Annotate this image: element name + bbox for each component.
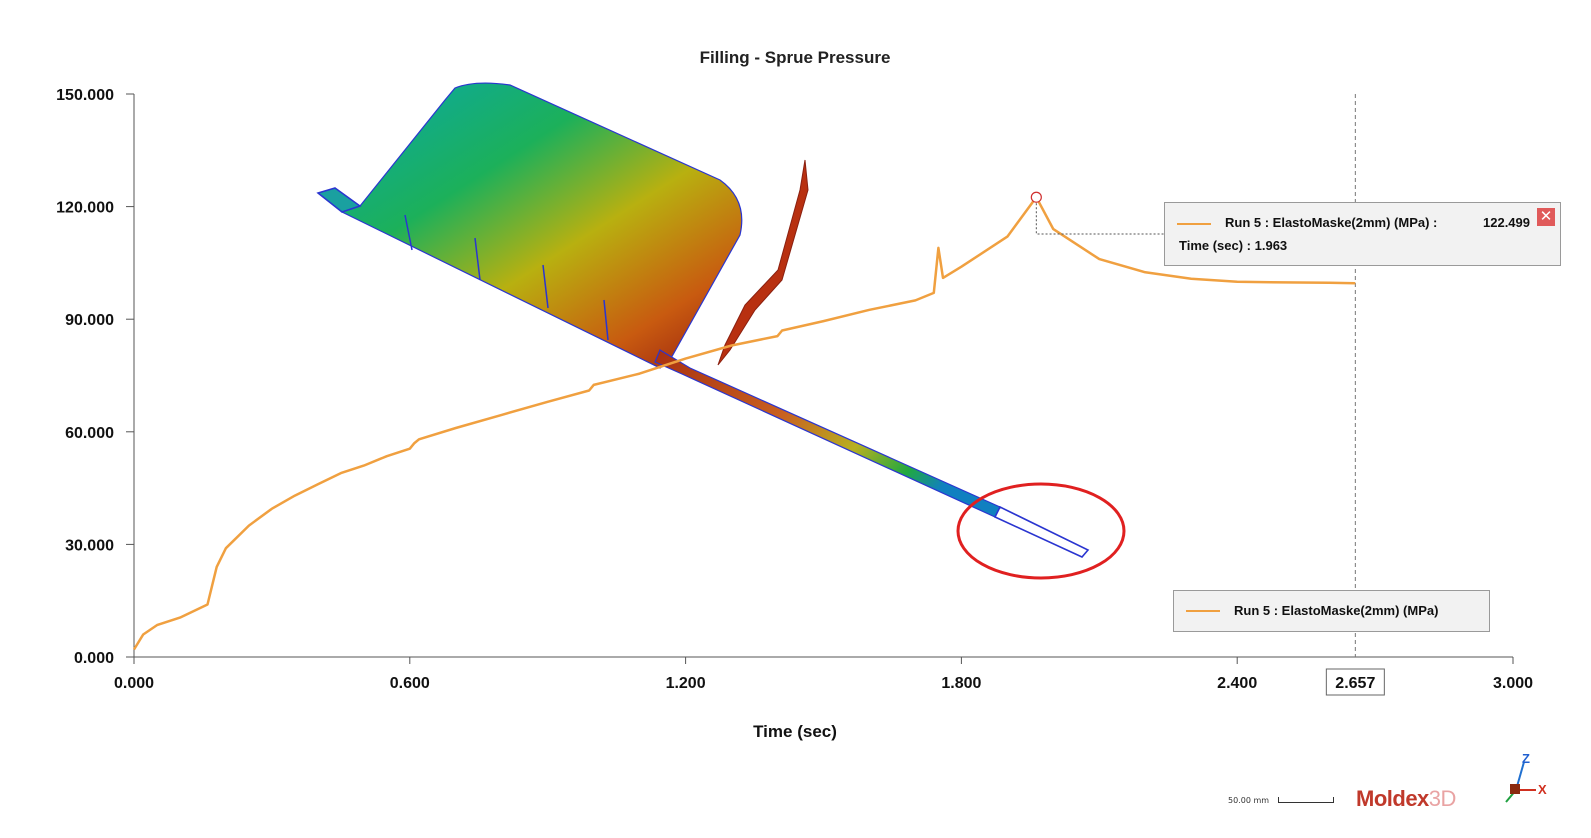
legend-swatch [1186, 610, 1220, 612]
tooltip-value: 122.499 [1483, 215, 1530, 230]
x-tick-label: 3.000 [1493, 675, 1533, 692]
series-line [132, 195, 1356, 651]
axis-triad-icon: Z X [1505, 752, 1547, 803]
x-tick-label: 2.400 [1217, 675, 1257, 692]
annotation-layer [1030, 191, 1164, 235]
highlight-ellipse [956, 482, 1126, 580]
series-layer [132, 195, 1356, 651]
tooltip-swatch [1177, 223, 1211, 225]
scale-bar: 50.00 mm [1228, 796, 1334, 805]
axes: 0.000 30.000 60.000 90.000 120.000 150.000 0.0… [56, 87, 1533, 696]
scale-label: 50.00 mm [1228, 796, 1270, 805]
y-tick-label: 30.000 [65, 537, 114, 554]
tooltip-series-label: Run 5 : ElastoMaske(2mm) (MPa) : [1225, 215, 1438, 230]
x-tick-label: 1.800 [941, 675, 981, 692]
axis-z-label: Z [1522, 752, 1530, 766]
legend: Run 5 : ElastoMaske(2mm) (MPa) [1173, 590, 1490, 632]
y-tick-label: 120.000 [56, 200, 114, 217]
legend-entry: Run 5 : ElastoMaske(2mm) (MPa) [1234, 603, 1439, 618]
y-tick-label: 0.000 [74, 650, 114, 667]
close-icon[interactable]: ✕ [1537, 208, 1555, 226]
y-tick-label: 60.000 [65, 425, 114, 442]
annotation-marker [1030, 191, 1042, 203]
y-tick-label: 150.000 [56, 87, 114, 104]
scale-line [1277, 797, 1334, 803]
axis-x-label: X [1538, 782, 1547, 797]
x-tick-label: 0.000 [114, 675, 154, 692]
x-axis-label: Time (sec) [753, 722, 837, 741]
y-tick-label: 90.000 [65, 312, 114, 329]
moldex3d-logo: Moldex3D [1356, 786, 1456, 811]
x-tick-label: 0.600 [390, 675, 430, 692]
x-tick-label: 1.200 [666, 675, 706, 692]
data-tooltip: Run 5 : ElastoMaske(2mm) (MPa) : 122.499… [1164, 202, 1561, 266]
cursor-value-label: 2.657 [1335, 675, 1375, 692]
part-model-illustration [316, 82, 1090, 558]
tooltip-time-label: Time (sec) : 1.963 [1179, 238, 1288, 253]
cursor-value-box [1325, 668, 1385, 696]
chart-title: Filling - Sprue Pressure [700, 48, 891, 67]
